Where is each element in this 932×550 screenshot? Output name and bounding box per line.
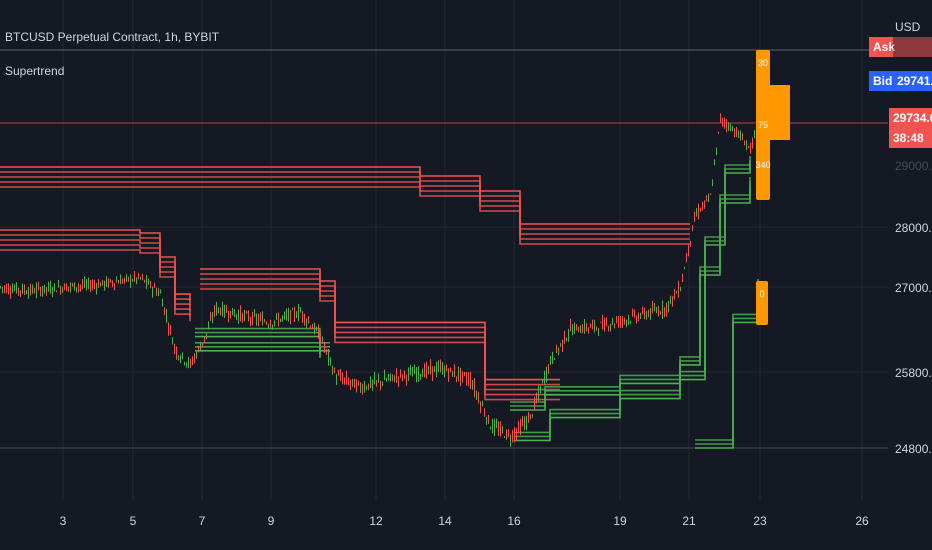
- supertrend-upper-line: [0, 186, 690, 245]
- currency-label[interactable]: USD: [895, 20, 921, 34]
- supertrend-label-box: [770, 85, 790, 140]
- time-tick: 26: [855, 514, 869, 528]
- ask-label: Ask: [869, 37, 895, 57]
- time-tick: 3: [59, 514, 67, 528]
- supertrend-value-label: 340: [755, 160, 770, 170]
- supertrend-upper-bands: [0, 166, 690, 401]
- price-tick: 28000.0: [895, 221, 932, 235]
- time-tick: 23: [753, 514, 767, 528]
- price-candles: [0, 113, 759, 447]
- supertrend-upper-line: [0, 171, 690, 230]
- time-tick: 16: [507, 514, 521, 528]
- supertrend-value-label: 75: [758, 120, 768, 130]
- supertrend-upper-line: [0, 176, 690, 235]
- supertrend-label-box: [756, 281, 768, 325]
- price-tick: 25800.0: [895, 366, 932, 380]
- time-tick: 12: [369, 514, 383, 528]
- price-tick: 29000.0: [895, 159, 932, 173]
- supertrend-upper-line: [200, 278, 560, 391]
- ask-value: [893, 37, 932, 57]
- last-price-value: 29734.0: [889, 108, 932, 128]
- time-tick: 19: [613, 514, 627, 528]
- supertrend-upper-line: [200, 283, 560, 396]
- supertrend-upper-line: [0, 166, 690, 225]
- supertrend-lower-line: [515, 156, 751, 434]
- supertrend-labels: 30 75 340 0: [755, 50, 790, 325]
- supertrend-value-label: 30: [758, 58, 768, 68]
- supertrend-lower-line: [510, 177, 751, 403]
- supertrend-value-label: 0: [759, 289, 764, 299]
- supertrend-upper-line: [200, 288, 560, 401]
- supertrend-lower-bands: [195, 156, 759, 449]
- time-tick: 21: [682, 514, 696, 528]
- bar-countdown: 38:48: [889, 128, 932, 148]
- price-tick: 24800.0: [895, 442, 932, 456]
- time-tick: 5: [129, 514, 137, 528]
- time-tick: 7: [198, 514, 206, 528]
- bid-value: 29741.0: [893, 71, 932, 91]
- supertrend-upper-line: [200, 268, 560, 381]
- supertrend-label-box: [756, 50, 770, 200]
- price-tick: 27000.0: [895, 281, 932, 295]
- supertrend-upper-line: [0, 249, 191, 322]
- bid-label: Bid: [869, 71, 893, 91]
- time-tick: 14: [438, 514, 452, 528]
- indicator-name[interactable]: Supertrend: [5, 64, 65, 78]
- time-tick: 9: [267, 514, 275, 528]
- chart-title: BTCUSD Perpetual Contract, 1h, BYBIT: [5, 30, 220, 44]
